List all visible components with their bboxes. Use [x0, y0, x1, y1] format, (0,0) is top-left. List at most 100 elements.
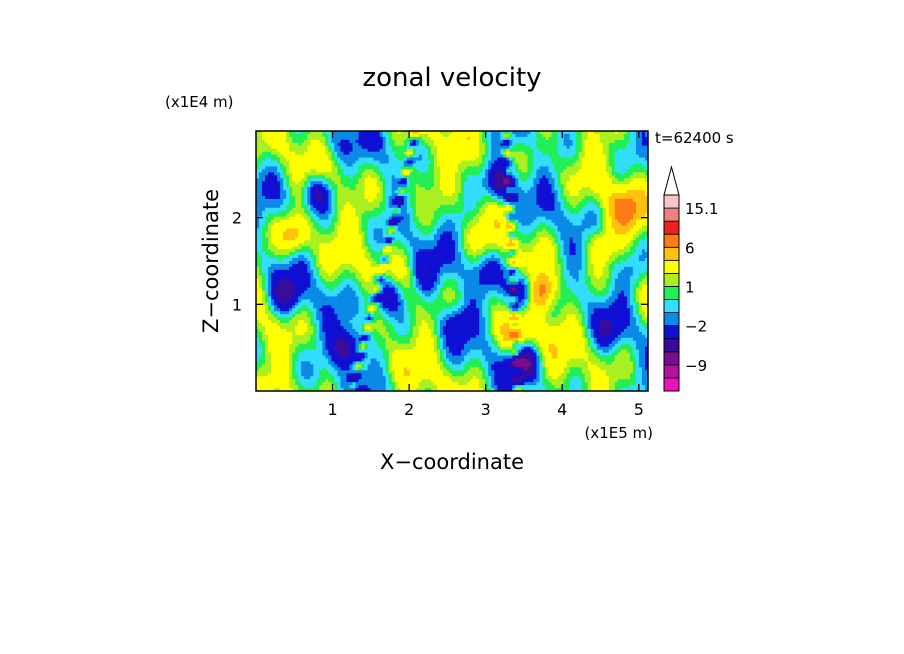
- field-cell: [274, 154, 278, 158]
- field-cell: [473, 237, 477, 241]
- field-cell: [391, 219, 396, 223]
- field-cell: [313, 175, 317, 179]
- field-cell: [448, 151, 453, 156]
- field-cell: [268, 136, 272, 141]
- field-cell: [379, 187, 384, 191]
- field-cell: [286, 157, 290, 161]
- field-cell: [599, 193, 604, 197]
- field-cell: [283, 175, 287, 179]
- field-cell: [608, 228, 613, 232]
- field-cell: [491, 237, 495, 241]
- field-cell: [265, 207, 269, 212]
- field-cell: [445, 190, 450, 194]
- field-cell: [464, 139, 468, 144]
- field-cell: [605, 163, 610, 167]
- field-cell: [280, 145, 284, 150]
- field-cell: [256, 198, 260, 203]
- field-cell: [578, 142, 583, 147]
- field-cell: [560, 196, 564, 200]
- field-cell: [560, 222, 564, 226]
- field-cell: [385, 175, 390, 179]
- field-cell: [614, 136, 619, 141]
- field-cell: [319, 184, 323, 188]
- field-cell: [268, 187, 272, 191]
- field-cell: [373, 193, 378, 197]
- field-cell: [316, 193, 320, 197]
- field-cell: [262, 175, 266, 179]
- field-cell: [433, 187, 438, 191]
- field-cell: [494, 213, 498, 218]
- field-cell: [488, 169, 492, 173]
- field-cell: [632, 234, 637, 238]
- field-cell: [355, 198, 359, 203]
- field-cell: [584, 237, 589, 241]
- field-cell: [587, 131, 592, 135]
- field-cell: [554, 148, 558, 153]
- field-cell: [331, 201, 335, 206]
- field-cell: [283, 193, 287, 197]
- field-cell: [310, 243, 314, 247]
- field-cell: [322, 243, 326, 247]
- field-cell: [289, 172, 293, 176]
- field-cell: [295, 178, 299, 182]
- field-cell: [554, 142, 558, 147]
- field-cell: [307, 166, 311, 170]
- field-cell: [473, 210, 477, 215]
- field-cell: [584, 225, 589, 229]
- field-cell: [265, 213, 269, 218]
- field-cell: [545, 207, 549, 212]
- field-cell: [364, 142, 368, 147]
- field-cell: [581, 237, 586, 241]
- field-cell: [352, 216, 356, 221]
- field-cell: [638, 234, 643, 238]
- field-cell: [491, 148, 495, 153]
- field-cell: [515, 225, 519, 229]
- field-cell: [635, 228, 640, 232]
- field-cell: [277, 219, 281, 223]
- field-cell: [599, 240, 604, 244]
- field-cell: [361, 178, 365, 182]
- field-cell: [385, 166, 390, 170]
- field-cell: [397, 190, 402, 194]
- field-cell: [557, 172, 561, 176]
- field-cell: [445, 163, 450, 167]
- field-cell: [412, 136, 417, 141]
- field-cell: [641, 216, 646, 221]
- field-cell: [436, 181, 441, 185]
- field-cell: [569, 148, 574, 153]
- field-cell: [500, 219, 504, 223]
- field-cell: [325, 213, 329, 218]
- field-cell: [373, 142, 378, 147]
- field-cell: [376, 145, 381, 150]
- field-cell: [503, 175, 507, 179]
- field-cell: [307, 172, 311, 176]
- field-cell: [256, 193, 260, 197]
- field-cell: [587, 157, 592, 161]
- field-cell: [602, 237, 607, 241]
- field-cell: [337, 222, 341, 226]
- field-cell: [635, 234, 640, 238]
- field-cell: [409, 196, 414, 200]
- field-cell: [575, 198, 580, 203]
- field-cell: [608, 204, 613, 209]
- field-cell: [343, 151, 347, 156]
- field-cell: [442, 145, 447, 150]
- field-cell: [406, 207, 411, 212]
- field-cell: [268, 219, 272, 223]
- field-cell: [412, 157, 417, 161]
- field-cell: [334, 201, 338, 206]
- field-cell: [497, 190, 501, 194]
- field-cell: [376, 187, 381, 191]
- field-cell: [397, 175, 402, 179]
- field-cell: [436, 190, 441, 194]
- field-cell: [626, 151, 631, 156]
- field-cell: [307, 216, 311, 221]
- field-cell: [259, 166, 263, 170]
- field-cell: [394, 163, 399, 167]
- field-cell: [587, 222, 592, 226]
- field-cell: [551, 136, 555, 141]
- field-cell: [358, 172, 362, 176]
- field-cell: [545, 175, 549, 179]
- field-cell: [292, 184, 296, 188]
- field-cell: [638, 178, 643, 182]
